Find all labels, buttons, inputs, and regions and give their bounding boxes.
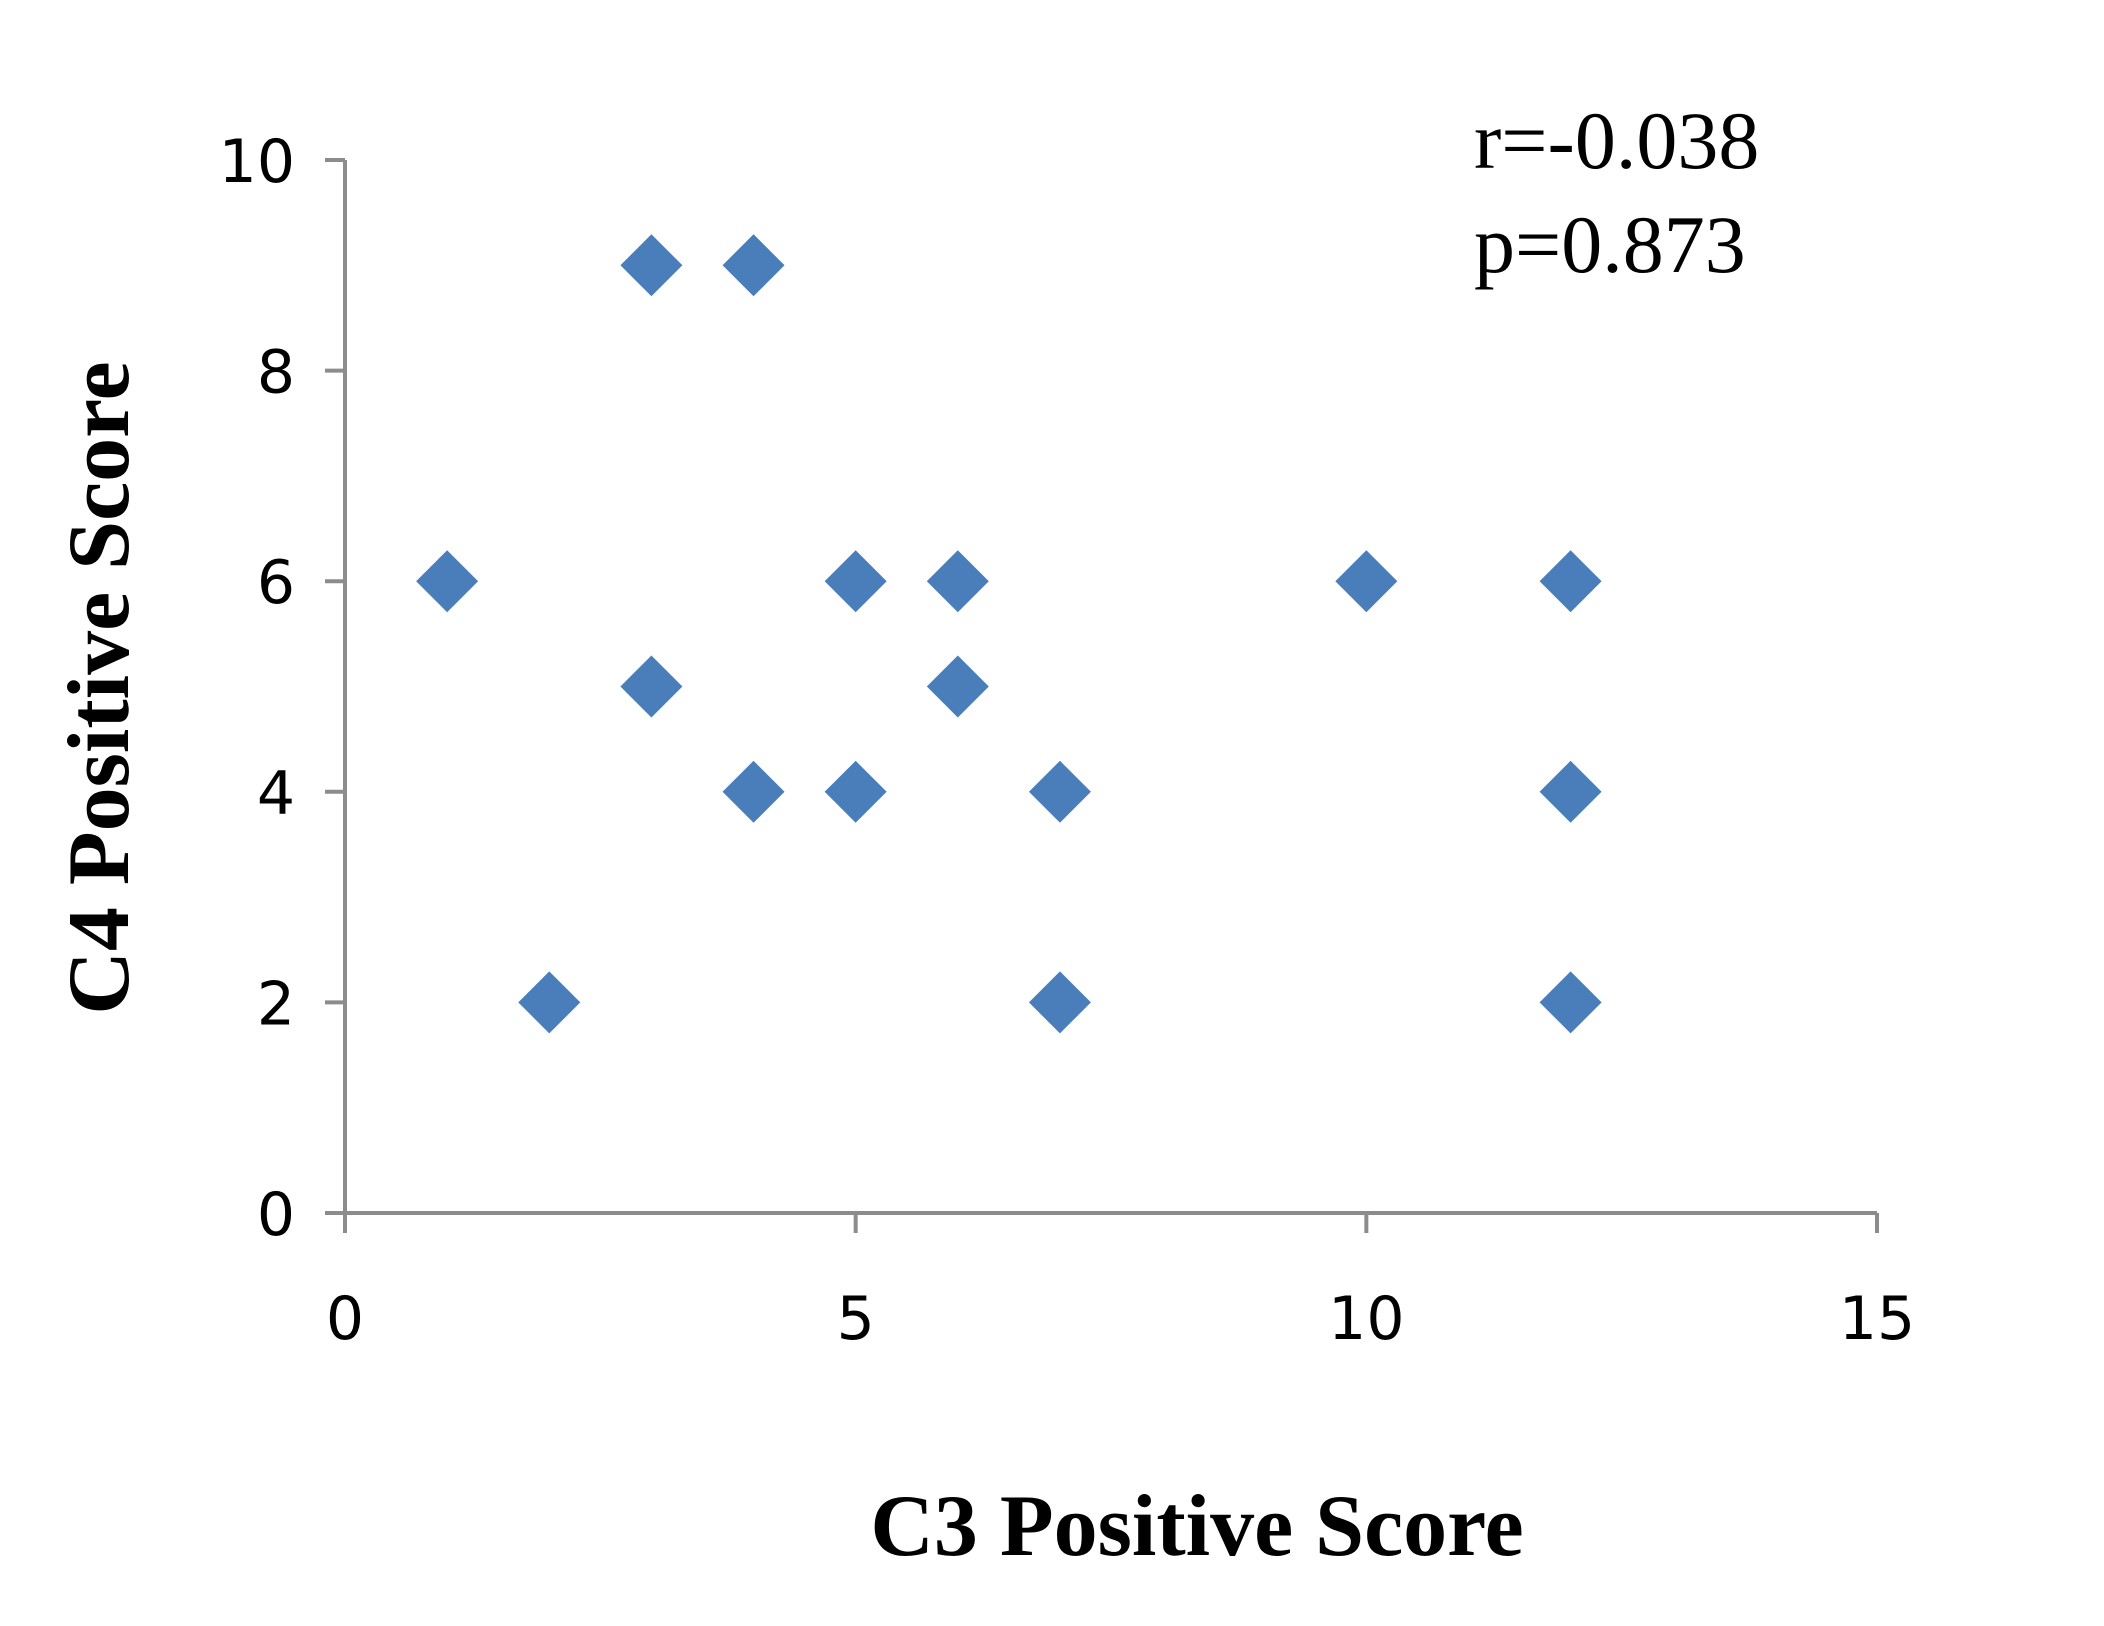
data-point xyxy=(722,760,785,823)
data-point xyxy=(620,234,683,297)
x-tick-label: 0 xyxy=(326,1284,364,1354)
data-point xyxy=(824,760,887,823)
y-tick-label: 10 xyxy=(219,127,295,197)
correlation-r-annotation: r=-0.038 xyxy=(1474,95,1759,186)
y-tick-label: 4 xyxy=(257,759,295,829)
data-point xyxy=(722,234,785,297)
x-tick-label: 15 xyxy=(1839,1284,1915,1354)
y-ticks: 0 2 4 6 8 10 xyxy=(219,127,345,1250)
data-point xyxy=(824,550,887,613)
data-point xyxy=(1539,760,1602,823)
y-axis-title: C4 Positive Score xyxy=(51,361,148,1014)
y-tick-label: 8 xyxy=(257,338,295,408)
x-ticks: 0 5 10 15 xyxy=(326,1213,1915,1354)
y-tick-label: 2 xyxy=(257,969,295,1039)
x-tick-label: 5 xyxy=(837,1284,875,1354)
x-tick-label: 10 xyxy=(1328,1284,1404,1354)
y-tick-label: 6 xyxy=(257,548,295,618)
x-axis-title: C3 Positive Score xyxy=(870,1478,1523,1575)
data-point xyxy=(1028,760,1091,823)
data-point xyxy=(1028,971,1091,1034)
data-point xyxy=(620,655,683,718)
data-point xyxy=(926,655,989,718)
axes xyxy=(343,160,1877,1215)
data-point xyxy=(1335,550,1398,613)
p-value-annotation: p=0.873 xyxy=(1474,199,1746,290)
y-tick-label: 0 xyxy=(257,1180,295,1250)
data-point xyxy=(518,971,581,1034)
data-point xyxy=(1539,550,1602,613)
data-point xyxy=(416,550,479,613)
data-points xyxy=(416,234,1602,1034)
data-point xyxy=(926,550,989,613)
data-point xyxy=(1539,971,1602,1034)
